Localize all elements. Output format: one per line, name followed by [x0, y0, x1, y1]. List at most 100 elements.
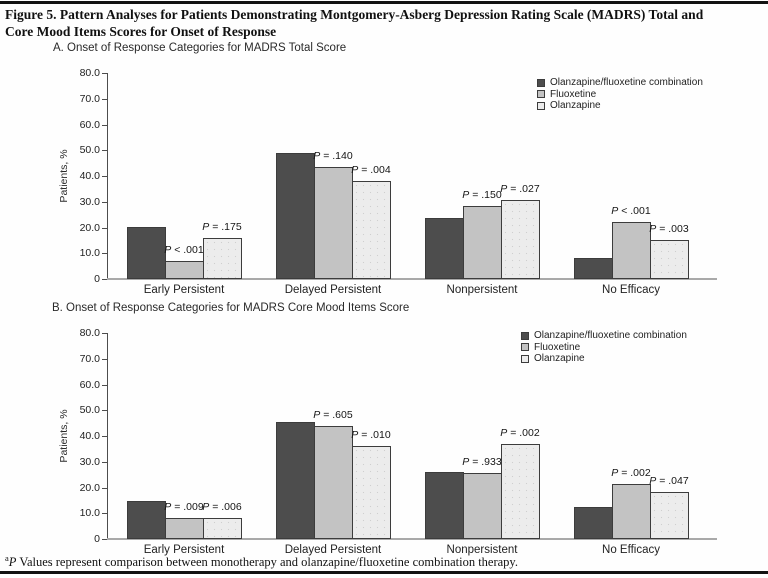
- p-value-label: P < .001: [611, 205, 651, 217]
- bar-a-1-series-2: [165, 261, 204, 279]
- y-tick-label: 40.0: [79, 170, 100, 182]
- p-value-label: P = .140: [313, 150, 353, 162]
- y-tick-label: 0: [94, 273, 100, 285]
- category-label: No Efficacy: [602, 284, 660, 296]
- panel-b-legend: Olanzapine/fluoxetine combination Fluoxet…: [521, 330, 687, 365]
- y-tick-label: 40.0: [79, 430, 100, 442]
- bar-a-3-series-2: [463, 206, 502, 279]
- bar-b-1-series-3: [203, 518, 242, 539]
- y-tick: [102, 150, 107, 152]
- category-label: Early Persistent: [143, 284, 225, 296]
- p-value-label: P = .047: [649, 475, 689, 487]
- bar-b-1-series-1: [127, 501, 166, 539]
- y-tick-label: 80.0: [79, 327, 100, 339]
- p-value-label: P = .605: [313, 409, 353, 421]
- bar-a-4-series-3: [650, 240, 689, 279]
- y-tick: [102, 461, 107, 463]
- bottom-rule: [0, 571, 768, 574]
- bar-a-2-series-2: [314, 167, 353, 279]
- bar-b-1-series-2: [165, 518, 204, 539]
- y-tick-label: 0: [94, 533, 100, 545]
- legend-label: Olanzapine: [534, 353, 585, 365]
- bar-b-4-series-3: [650, 492, 689, 539]
- p-value-label: P = .027: [500, 183, 540, 195]
- y-tick-label: 50.0: [79, 144, 100, 157]
- p-value-label: P = .175: [202, 221, 242, 233]
- y-tick-label: 30.0: [79, 195, 100, 208]
- legend-label: Fluoxetine: [550, 88, 597, 100]
- legend-swatch: [537, 101, 545, 110]
- y-tick: [102, 73, 107, 74]
- category-label: Nonpersistent: [446, 284, 518, 296]
- y-tick: [102, 487, 107, 489]
- bar-b-4-series-1: [574, 507, 613, 539]
- p-value-label: P = .002: [611, 467, 651, 479]
- bar-b-2-series-1: [276, 422, 315, 539]
- y-tick-label: 10.0: [79, 507, 100, 520]
- panel-a-label: A. Onset of Response Categories for MADR…: [53, 42, 347, 54]
- y-tick-label: 50.0: [79, 404, 100, 417]
- legend-label: Olanzapine/fluoxetine combination: [534, 330, 687, 342]
- legend-swatch: [537, 90, 545, 99]
- bar-b-2-series-2: [314, 426, 353, 539]
- legend-label: Olanzapine/fluoxetine combination: [550, 77, 703, 89]
- figure-title-line-2: Core Mood Items Scores for Onset of Resp…: [5, 23, 277, 39]
- category-label: No Efficacy: [602, 544, 660, 556]
- bar-b-3-series-3: [501, 444, 540, 539]
- p-value-label: P = .009: [164, 501, 204, 513]
- figure-title-line-1: Figure 5. Pattern Analyses for Patients …: [5, 7, 704, 22]
- y-tick-label: 70.0: [79, 352, 100, 365]
- footnote-p: P: [8, 555, 17, 570]
- y-tick-label: 60.0: [79, 378, 100, 391]
- legend-label: Fluoxetine: [534, 341, 581, 353]
- legend-item: Fluoxetine: [521, 342, 687, 354]
- y-tick: [102, 176, 107, 177]
- panel-b-y-axis-line: [107, 333, 108, 539]
- panel-a-legend: Olanzapine/fluoxetine combination Fluoxet…: [537, 77, 703, 112]
- category-label: Early Persistent: [143, 544, 225, 556]
- legend-label: Olanzapine: [550, 100, 601, 112]
- bar-b-4-series-2: [612, 484, 651, 539]
- panel-a-x-axis-line: [107, 278, 717, 280]
- y-tick: [102, 124, 107, 126]
- bar-a-1-series-3: [203, 238, 242, 279]
- figure-footnote: aP Values represent comparison between m…: [5, 553, 765, 570]
- figure-title: Figure 5. Pattern Analyses for Patients …: [5, 7, 765, 40]
- p-value-label: P = .006: [202, 501, 242, 513]
- y-tick: [102, 279, 107, 280]
- y-tick: [102, 358, 107, 360]
- bar-a-3-series-1: [425, 218, 464, 279]
- footnote-superscript: a: [5, 553, 9, 563]
- legend-item: Olanzapine: [537, 100, 703, 112]
- p-value-label: P = .933: [462, 456, 502, 468]
- y-tick: [102, 436, 107, 437]
- p-value-label: P = .002: [500, 427, 540, 439]
- bar-b-2-series-3: [352, 446, 391, 539]
- y-tick-label: 70.0: [79, 92, 100, 105]
- panel-b-x-axis-line: [107, 538, 717, 540]
- legend-item: Olanzapine: [521, 353, 687, 365]
- legend-swatch: [521, 354, 529, 363]
- y-tick-label: 30.0: [79, 455, 100, 468]
- y-tick: [102, 384, 107, 386]
- y-tick-label: 10.0: [79, 247, 100, 260]
- bar-a-4-series-2: [612, 222, 651, 279]
- bar-a-2-series-3: [352, 181, 391, 279]
- bar-a-4-series-1: [574, 258, 613, 279]
- y-tick: [102, 253, 107, 255]
- p-value-label: P = .003: [649, 223, 689, 235]
- top-rule: [0, 1, 768, 4]
- category-label: Delayed Persistent: [284, 284, 382, 296]
- bar-b-3-series-1: [425, 472, 464, 539]
- p-value-label: P = .150: [462, 189, 502, 201]
- bar-a-1-series-1: [127, 227, 166, 279]
- category-label: Nonpersistent: [446, 544, 518, 556]
- category-label: Delayed Persistent: [284, 544, 382, 556]
- y-tick: [102, 98, 107, 100]
- y-tick-label: 20.0: [79, 221, 100, 234]
- bar-b-3-series-2: [463, 473, 502, 539]
- y-tick: [102, 227, 107, 229]
- y-tick-label: 80.0: [79, 67, 100, 79]
- y-tick-label: 60.0: [79, 118, 100, 131]
